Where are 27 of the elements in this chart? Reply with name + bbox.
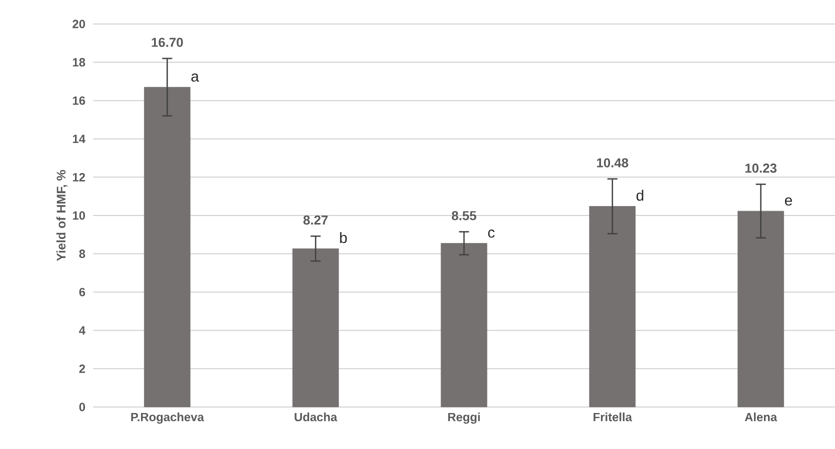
y-tick-label: 14 [72, 134, 86, 143]
y-tick-label: 2 [79, 364, 86, 373]
y-tick-label: 12 [72, 173, 86, 182]
annotation: b [340, 232, 347, 244]
y-tick-label: 6 [79, 288, 86, 296]
data-label: 8.27 [303, 215, 328, 225]
data-label: 8.55 [452, 211, 476, 220]
x-tick-label: Udacha [294, 412, 338, 422]
annotation: d [636, 190, 644, 201]
x-tick-label: Reggi [448, 412, 480, 424]
data-label: 16.70 [152, 38, 183, 47]
x-tick-label: P.Rogacheva [131, 412, 204, 424]
annotation: a [191, 73, 200, 82]
y-tick-label: 8 [79, 250, 86, 258]
x-tick-label: Alena [744, 412, 778, 422]
data-label: 10.23 [745, 164, 777, 173]
y-tick-label: 18 [72, 58, 86, 67]
annotation: c [488, 230, 495, 238]
y-axis-title: Yield of HMF, % [56, 170, 68, 262]
annotation: e [784, 197, 792, 206]
y-tick-label: 16 [72, 96, 86, 105]
data-label: 10.48 [597, 158, 628, 168]
x-tick-label: Fritella [594, 412, 632, 422]
y-tick-label: 4 [79, 326, 86, 334]
y-tick-label: 0 [79, 402, 85, 412]
y-tick-label: 20 [72, 20, 85, 28]
y-tick-label: 10 [72, 211, 85, 220]
